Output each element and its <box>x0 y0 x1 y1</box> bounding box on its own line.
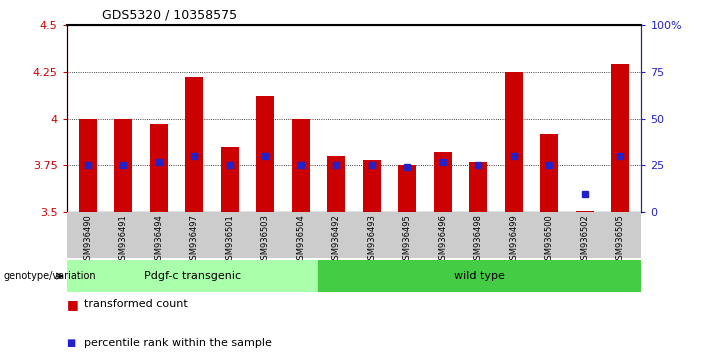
Text: wild type: wild type <box>454 271 505 281</box>
Text: ■: ■ <box>67 298 79 311</box>
Text: ■: ■ <box>67 338 76 348</box>
Bar <box>505 72 522 212</box>
Bar <box>318 260 641 292</box>
Bar <box>434 152 451 212</box>
Text: GSM936501: GSM936501 <box>225 214 234 264</box>
Bar <box>150 124 168 212</box>
Text: transformed count: transformed count <box>84 299 188 309</box>
Bar <box>67 260 318 292</box>
Bar <box>186 77 203 212</box>
Text: GSM936496: GSM936496 <box>438 214 447 265</box>
Bar <box>114 119 132 212</box>
Bar <box>363 160 381 212</box>
Bar <box>398 165 416 212</box>
Bar <box>470 162 487 212</box>
Text: GSM936499: GSM936499 <box>509 214 518 264</box>
Text: GSM936497: GSM936497 <box>190 214 199 265</box>
Bar <box>540 133 558 212</box>
Text: GSM936491: GSM936491 <box>119 214 128 264</box>
Text: GDS5320 / 10358575: GDS5320 / 10358575 <box>102 8 237 21</box>
Text: Pdgf-c transgenic: Pdgf-c transgenic <box>144 271 241 281</box>
Bar <box>221 147 238 212</box>
Text: GSM936498: GSM936498 <box>474 214 483 265</box>
Text: GSM936505: GSM936505 <box>615 214 625 264</box>
Bar <box>79 119 97 212</box>
Bar <box>292 119 310 212</box>
Text: GSM936503: GSM936503 <box>261 214 270 265</box>
Bar <box>327 156 345 212</box>
Text: GSM936504: GSM936504 <box>297 214 305 264</box>
Bar <box>257 96 274 212</box>
Bar <box>611 64 629 212</box>
Text: GSM936502: GSM936502 <box>580 214 589 264</box>
Text: GSM936490: GSM936490 <box>83 214 93 264</box>
Text: GSM936492: GSM936492 <box>332 214 341 264</box>
Text: GSM936493: GSM936493 <box>367 214 376 265</box>
Text: GSM936500: GSM936500 <box>545 214 554 264</box>
Text: GSM936495: GSM936495 <box>403 214 411 264</box>
Bar <box>576 211 594 212</box>
Text: GSM936494: GSM936494 <box>154 214 163 264</box>
Text: percentile rank within the sample: percentile rank within the sample <box>84 338 272 348</box>
Text: genotype/variation: genotype/variation <box>4 271 96 281</box>
